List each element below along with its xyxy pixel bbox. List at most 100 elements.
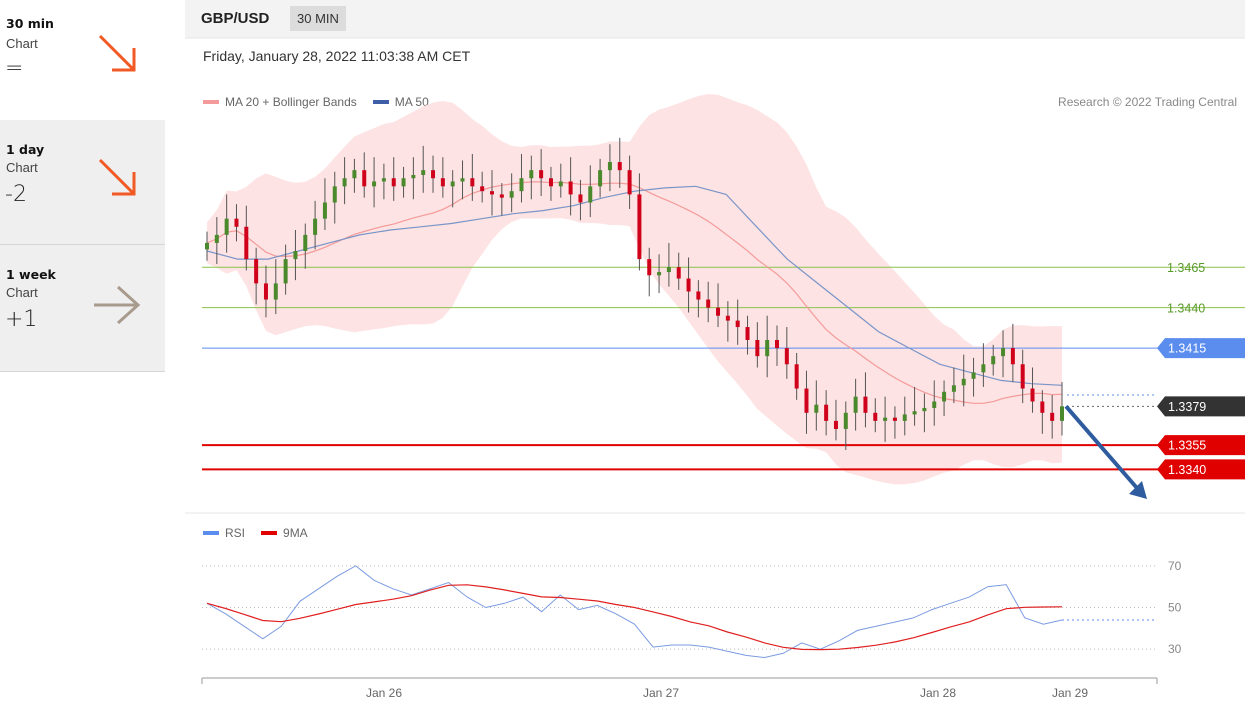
candle-body	[421, 170, 426, 175]
candle-body	[499, 194, 504, 198]
candle-body	[981, 364, 986, 373]
candle-body	[254, 259, 259, 284]
timeframe-sub: Chart	[6, 36, 38, 51]
candle-body	[490, 191, 494, 195]
candle-body	[804, 388, 809, 413]
candle-body	[922, 407, 927, 412]
timeframe-name: 1 day	[6, 142, 45, 157]
candle-body	[775, 340, 779, 349]
candle-body	[470, 178, 475, 187]
level-tag	[1157, 459, 1245, 480]
candle-body	[342, 178, 347, 187]
timeframe-badge[interactable]: 30 MIN	[290, 6, 346, 31]
chart-header: GBP/USD 30 MIN	[185, 0, 1245, 38]
level-text: 1.3415	[1168, 342, 1206, 356]
legend-rsi: RSI	[203, 526, 245, 540]
timeframe-sub: Chart	[6, 285, 38, 300]
candle-body	[824, 404, 829, 421]
candle-body	[263, 283, 268, 300]
candle-body	[607, 162, 612, 171]
candle-body	[814, 404, 819, 413]
candle-body	[853, 396, 858, 413]
currency-pair: GBP/USD	[201, 10, 270, 27]
candle-body	[794, 364, 799, 389]
candle-body	[932, 401, 937, 408]
candle-body	[352, 170, 357, 179]
candle-body	[696, 291, 701, 300]
x-tick-label: Jan 28	[920, 686, 956, 700]
ma50-line	[206, 185, 1063, 386]
chart-container: GBP/USD 30 MIN Friday, January 28, 2022 …	[185, 0, 1245, 707]
price-chart[interactable]: 1.3465 1.3440 1.3415 1.3379 1.3355 1.3340 70 50…	[185, 0, 1245, 707]
candle-body	[1040, 401, 1045, 413]
level-tag	[1157, 435, 1245, 456]
x-tick-label: Jan 29	[1052, 686, 1088, 700]
candle-body	[401, 178, 406, 187]
timeframe-1week[interactable]: 1 week Chart +1	[0, 245, 165, 372]
candle-body	[892, 417, 897, 421]
arrow-down-right-icon	[98, 158, 136, 196]
x-tick-label: Jan 26	[366, 686, 402, 700]
candle-body	[273, 283, 278, 300]
candle-body	[755, 340, 760, 357]
credit: Research © 2022 Trading Central	[1058, 95, 1237, 109]
legend-9ma: 9MA	[261, 526, 308, 540]
arrow-down-right-icon	[98, 34, 136, 72]
level-label: 1.3440	[1167, 302, 1205, 316]
x-tick-label: Jan 27	[643, 686, 679, 700]
candle-body	[971, 372, 976, 379]
rsi-legend: RSI 9MA	[203, 526, 324, 540]
timeframe-sub: Chart	[6, 160, 38, 175]
candle-body	[332, 186, 337, 203]
candle-body	[686, 278, 691, 292]
candle-body	[362, 170, 367, 187]
forecast-arrowhead	[1129, 481, 1147, 499]
candle-body	[322, 202, 327, 219]
candle-body	[745, 327, 750, 340]
candle-body	[676, 267, 681, 279]
timeframe-1day[interactable]: 1 day Chart -2	[0, 120, 165, 245]
timeframe-score: -2	[5, 182, 27, 207]
candle-body	[657, 272, 662, 276]
candle-body	[627, 170, 632, 195]
candle-body	[293, 251, 298, 260]
timeframe-panel: 30 min Chart = 1 day Chart -2 1 week Cha…	[0, 0, 165, 372]
candle-body	[666, 267, 671, 273]
candle-body	[313, 218, 318, 235]
level-label: 1.3379	[1157, 396, 1245, 417]
candle-body	[539, 170, 544, 179]
timeframe-score: +1	[5, 307, 38, 332]
candle-body	[431, 170, 436, 179]
candle-body	[578, 194, 583, 203]
candle-body	[234, 218, 239, 227]
candle-body	[509, 191, 514, 198]
candle-body	[1030, 388, 1035, 402]
candle-body	[883, 417, 888, 421]
candle-body	[647, 259, 652, 276]
level-label: 1.3415	[1157, 338, 1245, 359]
rsi-line	[206, 565, 1063, 659]
candle-body	[529, 170, 534, 179]
candle-body	[833, 420, 838, 429]
candle-body	[843, 412, 848, 429]
timestamp: Friday, January 28, 2022 11:03:38 AM CET	[203, 48, 471, 64]
candle-body	[1020, 364, 1025, 389]
candle-body	[450, 181, 455, 187]
price-legend: MA 20 + Bollinger Bands MA 50	[203, 95, 445, 109]
level-text: 1.3440	[1167, 302, 1205, 316]
candle-body	[912, 411, 917, 415]
level-text: 1.3355	[1168, 439, 1206, 453]
candle-body	[460, 178, 465, 182]
candle-body	[716, 307, 721, 316]
candle-body	[1050, 412, 1055, 421]
candle-body	[784, 348, 789, 365]
candle-body	[991, 356, 996, 365]
rsi-tick-label: 30	[1168, 642, 1182, 656]
legend-ma50: MA 50	[372, 95, 429, 109]
bollinger-band	[207, 94, 1062, 485]
level-label: 1.3340	[1157, 459, 1245, 480]
timeframe-30min[interactable]: 30 min Chart =	[0, 0, 165, 126]
level-text: 1.3379	[1168, 400, 1206, 414]
candle-body	[283, 259, 288, 284]
candle-body	[942, 391, 947, 402]
